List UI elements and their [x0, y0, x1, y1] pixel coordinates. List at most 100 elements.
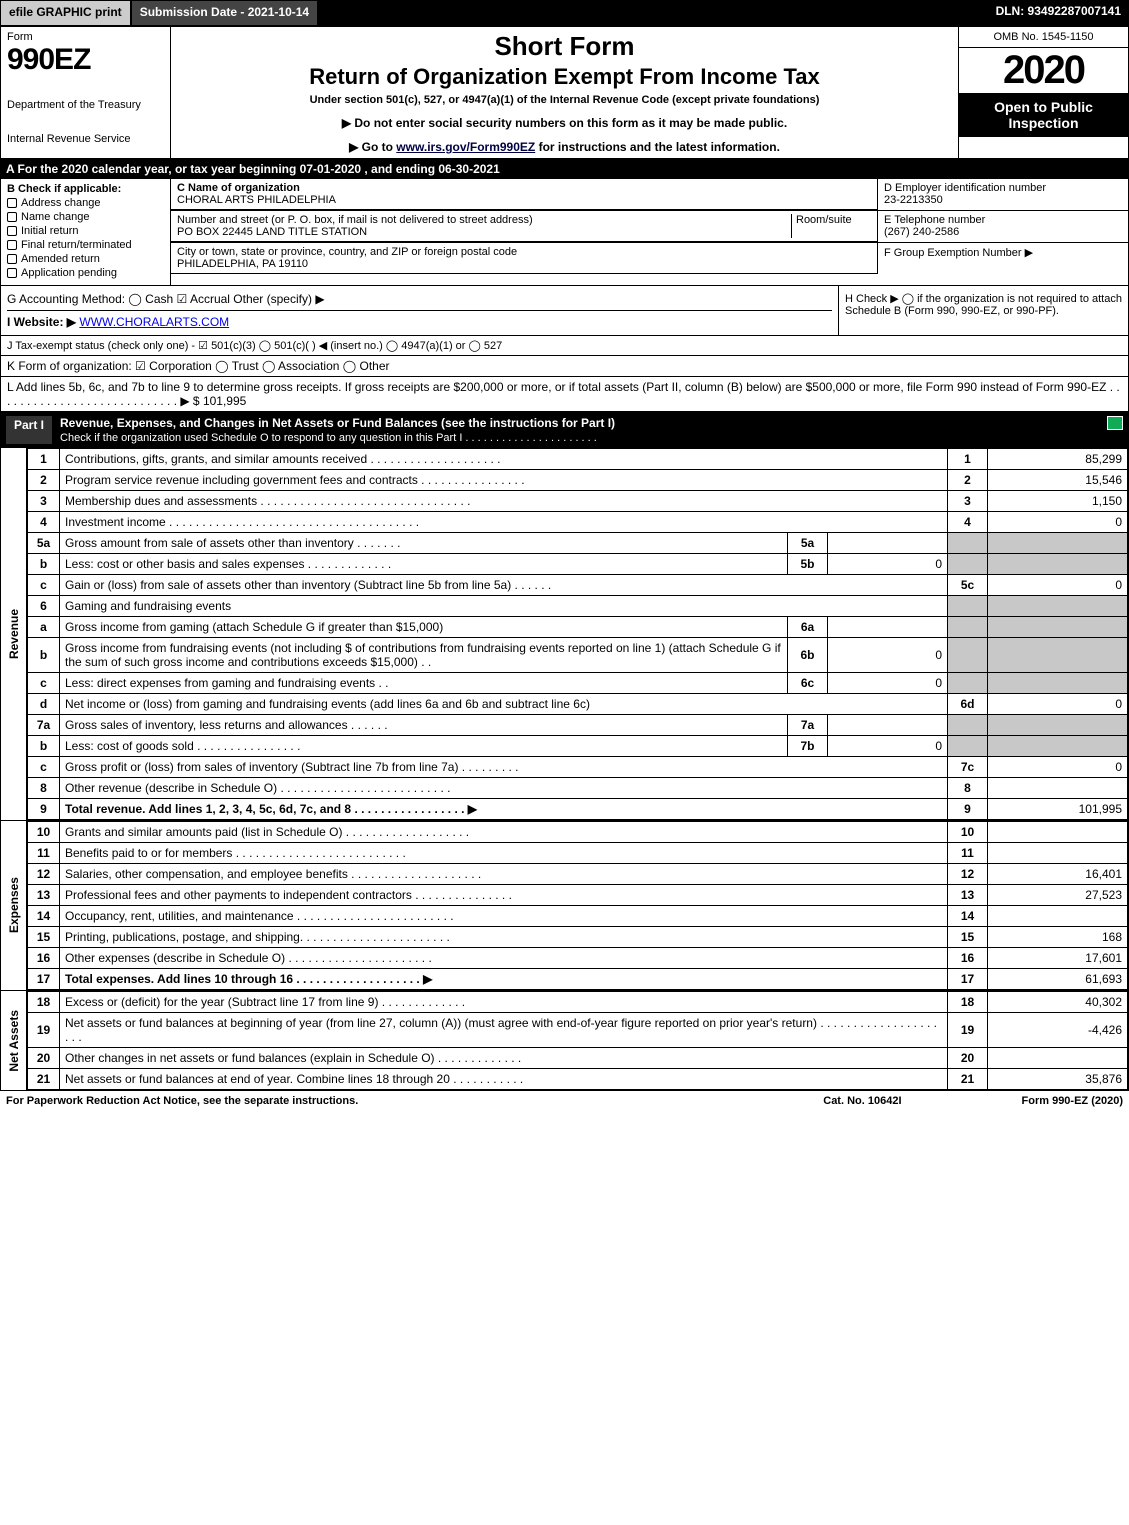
lc: 4 [948, 512, 988, 533]
ln: 10 [28, 822, 60, 843]
chk-final-return[interactable]: Final return/terminated [7, 239, 164, 251]
la [988, 843, 1128, 864]
org-name: CHORAL ARTS PHILADELPHIA [177, 194, 336, 206]
tax-year: 2020 [959, 48, 1128, 93]
note-ssn: ▶ Do not enter social security numbers o… [177, 116, 952, 130]
la: 101,995 [988, 799, 1128, 820]
la: 35,876 [988, 1069, 1128, 1090]
header-right: OMB No. 1545-1150 2020 Open to Public In… [958, 27, 1128, 158]
line-9: 9Total revenue. Add lines 1, 2, 3, 4, 5c… [28, 799, 1128, 820]
chk-application-pending[interactable]: Application pending [7, 267, 164, 279]
ld: Other expenses (describe in Schedule O) … [60, 948, 948, 969]
ld: Occupancy, rent, utilities, and maintena… [60, 906, 948, 927]
la: 15,546 [988, 470, 1128, 491]
ld: Other changes in net assets or fund bala… [60, 1048, 948, 1069]
submission-date-button[interactable]: Submission Date - 2021-10-14 [131, 0, 318, 26]
line-6: 6Gaming and fundraising events [28, 596, 1128, 617]
la: 27,523 [988, 885, 1128, 906]
irs-link[interactable]: www.irs.gov/Form990EZ [396, 140, 535, 154]
addr-label: Number and street (or P. O. box, if mail… [177, 214, 533, 226]
la: -4,426 [988, 1013, 1128, 1048]
g-text: G Accounting Method: ◯ Cash ☑ Accrual Ot… [7, 292, 832, 311]
ln: 4 [28, 512, 60, 533]
checkbox-icon [7, 268, 17, 278]
la: 17,601 [988, 948, 1128, 969]
ld: Total revenue. Add lines 1, 2, 3, 4, 5c,… [60, 799, 948, 820]
row-k-org-form: K Form of organization: ☑ Corporation ◯ … [0, 356, 1129, 377]
ld: Net assets or fund balances at beginning… [60, 1013, 948, 1048]
city-value: PHILADELPHIA, PA 19110 [177, 258, 308, 270]
ln: 15 [28, 927, 60, 948]
line-11: 11Benefits paid to or for members . . . … [28, 843, 1128, 864]
lc: 9 [948, 799, 988, 820]
lsv: 0 [828, 638, 948, 673]
page-footer: For Paperwork Reduction Act Notice, see … [0, 1091, 1129, 1111]
cell-c-name: C Name of organization CHORAL ARTS PHILA… [171, 179, 878, 210]
topbar-spacer [318, 0, 987, 26]
ld: Gross profit or (loss) from sales of inv… [60, 757, 948, 778]
chk-label: Address change [21, 197, 101, 209]
expenses-label-text: Expenses [5, 873, 23, 937]
line-21: 21Net assets or fund balances at end of … [28, 1069, 1128, 1090]
ld: Program service revenue including govern… [60, 470, 948, 491]
room-label: Room/suite [796, 214, 852, 226]
la [988, 1048, 1128, 1069]
line-6d: dNet income or (loss) from gaming and fu… [28, 694, 1128, 715]
part-1-title-text: Revenue, Expenses, and Changes in Net As… [60, 416, 615, 430]
chk-amended-return[interactable]: Amended return [7, 253, 164, 265]
ln: 20 [28, 1048, 60, 1069]
omb-number: OMB No. 1545-1150 [959, 27, 1128, 48]
ln: 9 [28, 799, 60, 820]
chk-label: Initial return [21, 225, 78, 237]
chk-address-change[interactable]: Address change [7, 197, 164, 209]
subtitle: Under section 501(c), 527, or 4947(a)(1)… [177, 94, 952, 106]
chk-label: Application pending [21, 267, 117, 279]
chk-label: Name change [21, 211, 90, 223]
part-1-header: Part I Revenue, Expenses, and Changes in… [0, 412, 1129, 448]
line-5a: 5aGross amount from sale of assets other… [28, 533, 1128, 554]
ld: Investment income . . . . . . . . . . . … [60, 512, 948, 533]
line-12: 12Salaries, other compensation, and empl… [28, 864, 1128, 885]
e-label: E Telephone number [884, 214, 985, 226]
website-link[interactable]: WWW.CHORALARTS.COM [79, 315, 229, 329]
footer-right: Form 990-EZ (2020) [1022, 1095, 1123, 1107]
lg [948, 638, 988, 673]
lg [988, 715, 1128, 736]
line-8: 8Other revenue (describe in Schedule O) … [28, 778, 1128, 799]
efile-print-button[interactable]: efile GRAPHIC print [0, 0, 131, 26]
footer-left: For Paperwork Reduction Act Notice, see … [6, 1095, 823, 1107]
chk-initial-return[interactable]: Initial return [7, 225, 164, 237]
ln: 11 [28, 843, 60, 864]
row-l-gross-receipts: L Add lines 5b, 6c, and 7b to line 9 to … [0, 377, 1129, 412]
checkbox-icon [7, 254, 17, 264]
lg [948, 673, 988, 694]
ls: 6a [788, 617, 828, 638]
ls: 5a [788, 533, 828, 554]
chk-name-change[interactable]: Name change [7, 211, 164, 223]
line-14: 14Occupancy, rent, utilities, and mainte… [28, 906, 1128, 927]
revenue-section: Revenue 1Contributions, gifts, grants, a… [0, 448, 1129, 820]
ln: b [28, 638, 60, 673]
lsv [828, 617, 948, 638]
c-label: C Name of organization [177, 182, 300, 194]
lc: 6d [948, 694, 988, 715]
la: 0 [988, 757, 1128, 778]
lg [988, 554, 1128, 575]
form-label: Form [7, 31, 164, 43]
checkbox-icon [7, 198, 17, 208]
lc: 7c [948, 757, 988, 778]
ld: Printing, publications, postage, and shi… [60, 927, 948, 948]
lc: 15 [948, 927, 988, 948]
ls: 6b [788, 638, 828, 673]
net-assets-side-label: Net Assets [1, 991, 27, 1090]
section-b-to-f: B Check if applicable: Address change Na… [0, 179, 1129, 286]
ld: Less: direct expenses from gaming and fu… [60, 673, 788, 694]
f-label: F Group Exemption Number ▶ [884, 247, 1033, 259]
lsv [828, 533, 948, 554]
ln: 7a [28, 715, 60, 736]
line-1: 1Contributions, gifts, grants, and simil… [28, 449, 1128, 470]
ld: Excess or (deficit) for the year (Subtra… [60, 992, 948, 1013]
ln: 12 [28, 864, 60, 885]
ld: Net assets or fund balances at end of ye… [60, 1069, 948, 1090]
la: 168 [988, 927, 1128, 948]
